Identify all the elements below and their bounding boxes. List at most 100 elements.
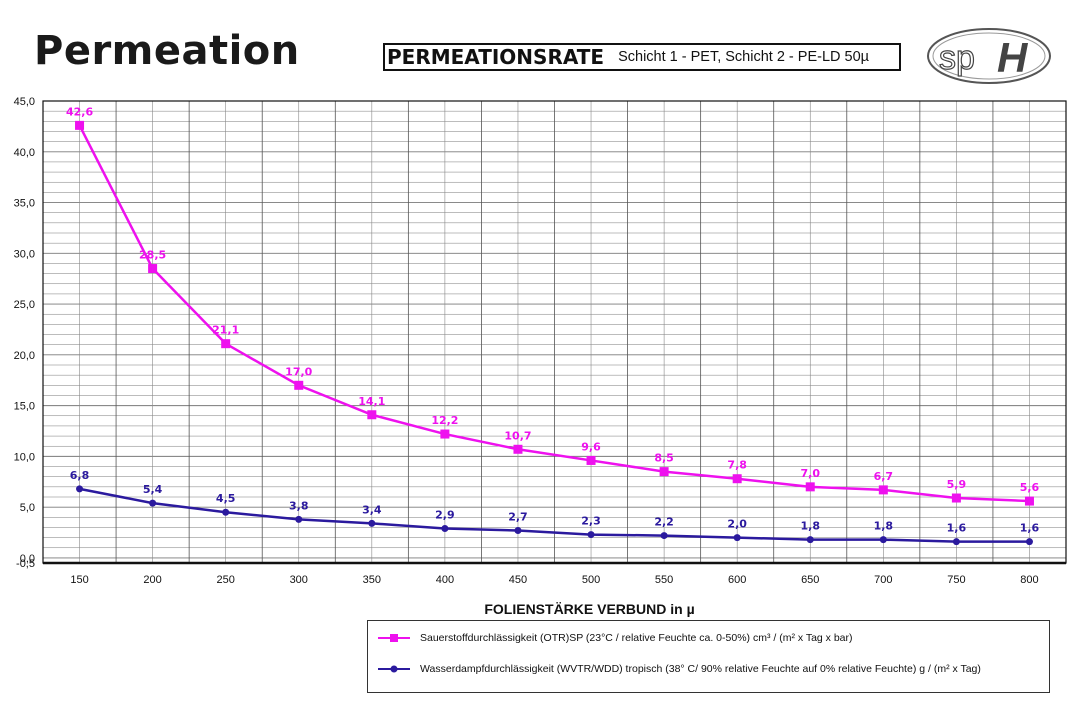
series-line-0 <box>78 124 1030 503</box>
chart-axes: 45,0 40,0 35,0 30,0 25,0 20,0 15,0 10,0 5,0 0,0-0… <box>14 96 1067 586</box>
line-chart: 45,0 40,0 35,0 30,0 25,0 20,0 15,0 10,0 5,0 0,0-0… <box>14 96 1067 586</box>
legend-item-wvtr: Wasserdampfdurchlässigkeit (WVTR/WDD) tr… <box>376 663 981 675</box>
data-point <box>806 536 814 544</box>
data-label: 28,5 <box>139 249 166 262</box>
data-label: 21,1 <box>212 324 239 337</box>
data-label: 1,8 <box>801 520 821 533</box>
y-tick-label: 0,0 <box>20 553 35 565</box>
data-point <box>1025 538 1033 546</box>
data-label: 7,0 <box>801 467 821 480</box>
chart-title-box: PERMEATIONSRATE Schicht 1 - PET, Schicht… <box>383 43 901 71</box>
chart-legend: Sauerstoffdurchlässigkeit (OTR)SP (23°C … <box>367 620 1050 693</box>
data-point <box>75 120 85 130</box>
legend-item-otr: Sauerstoffdurchlässigkeit (OTR)SP (23°C … <box>376 632 853 644</box>
data-point <box>805 482 815 492</box>
data-label: 8,5 <box>654 452 674 465</box>
x-tick-label: 750 <box>947 574 965 586</box>
x-tick-label: 200 <box>143 574 161 586</box>
y-tick-label: 30,0 <box>14 248 35 260</box>
data-point <box>441 524 449 532</box>
data-point <box>659 467 669 477</box>
data-label: 10,7 <box>504 429 531 442</box>
data-point <box>76 485 84 493</box>
data-point <box>1024 496 1034 506</box>
data-label: 2,9 <box>435 508 455 521</box>
data-point <box>586 455 596 465</box>
x-tick-label: 450 <box>509 574 527 586</box>
data-point <box>295 515 303 523</box>
data-label: 12,2 <box>431 414 458 427</box>
data-label: 1,6 <box>1020 522 1040 535</box>
data-label: 5,6 <box>1020 481 1040 494</box>
y-tick-label: 10,0 <box>14 451 35 463</box>
y-tick-label: 40,0 <box>14 147 35 159</box>
data-point <box>878 485 888 495</box>
data-point <box>733 534 741 542</box>
data-label: 2,2 <box>654 516 674 529</box>
x-tick-label: 300 <box>290 574 308 586</box>
x-tick-label: 650 <box>801 574 819 586</box>
data-point <box>148 264 158 274</box>
data-point <box>440 429 450 439</box>
legend-swatch-otr <box>378 634 410 642</box>
data-label: 6,8 <box>70 469 90 482</box>
data-point <box>660 532 668 540</box>
x-tick-label: 350 <box>363 574 381 586</box>
data-label: 2,7 <box>508 511 528 524</box>
x-tick-label: 250 <box>216 574 234 586</box>
chart-data-labels: 42,6 28,5 21,1 17,0 14,1 12,2 10,7 9,6 8,5 7,8 7,0… <box>66 105 1040 534</box>
x-tick-label: 150 <box>70 574 88 586</box>
data-point <box>587 531 595 539</box>
data-point <box>222 508 230 516</box>
legend-swatch-wvtr <box>378 665 410 673</box>
y-tick-label: 5,0 <box>20 502 35 514</box>
y-tick-label: 20,0 <box>14 350 35 362</box>
data-label: 1,6 <box>947 522 967 535</box>
data-label: 2,0 <box>727 518 747 531</box>
x-tick-label: 400 <box>436 574 454 586</box>
data-point <box>952 538 960 546</box>
data-point <box>294 380 304 390</box>
data-label: 1,8 <box>874 520 894 533</box>
chart-series <box>75 120 1034 546</box>
series-line-1 <box>79 487 1030 543</box>
y-tick-label: 35,0 <box>14 198 35 210</box>
data-label: 2,3 <box>581 515 601 528</box>
legend-label-otr: Sauerstoffdurchlässigkeit (OTR)SP (23°C … <box>420 632 853 644</box>
x-tick-label: 600 <box>728 574 746 586</box>
data-label: 3,4 <box>362 503 382 516</box>
logo-text-h: H <box>997 34 1029 81</box>
chart-subtitle: Schicht 1 - PET, Schicht 2 - PE-LD 50µ <box>618 49 870 65</box>
data-point <box>879 536 887 544</box>
data-point <box>951 493 961 503</box>
data-point <box>367 410 377 420</box>
data-point <box>514 527 522 535</box>
x-tick-label: 800 <box>1020 574 1038 586</box>
data-label: 7,8 <box>727 459 747 472</box>
y-tick-label: 45,0 <box>14 96 35 108</box>
x-tick-label: 550 <box>655 574 673 586</box>
data-label: 42,6 <box>66 105 93 118</box>
sph-logo: sp H <box>927 28 1051 84</box>
data-point <box>732 474 742 484</box>
data-label: 4,5 <box>216 492 236 505</box>
chart-grid <box>42 100 1067 563</box>
page-title: Permeation <box>34 28 300 74</box>
data-label: 9,6 <box>581 440 601 453</box>
data-label: 17,0 <box>285 365 312 378</box>
data-label: 5,4 <box>143 483 163 496</box>
data-point <box>221 339 231 349</box>
x-tick-label: 500 <box>582 574 600 586</box>
y-tick-label: -0,5 <box>16 558 35 570</box>
x-tick-label: 700 <box>874 574 892 586</box>
data-point <box>368 519 376 527</box>
y-tick-label: 15,0 <box>14 401 35 413</box>
logo-text-sp: sp <box>939 39 975 77</box>
data-label: 3,8 <box>289 499 309 512</box>
y-tick-label: 25,0 <box>14 299 35 311</box>
chart-title: PERMEATIONSRATE <box>387 45 605 69</box>
legend-label-wvtr: Wasserdampfdurchlässigkeit (WVTR/WDD) tr… <box>420 663 981 675</box>
data-label: 14,1 <box>358 395 385 408</box>
data-point <box>149 499 157 507</box>
x-axis-label: FOLIENSTÄRKE VERBUND in µ <box>484 601 695 617</box>
